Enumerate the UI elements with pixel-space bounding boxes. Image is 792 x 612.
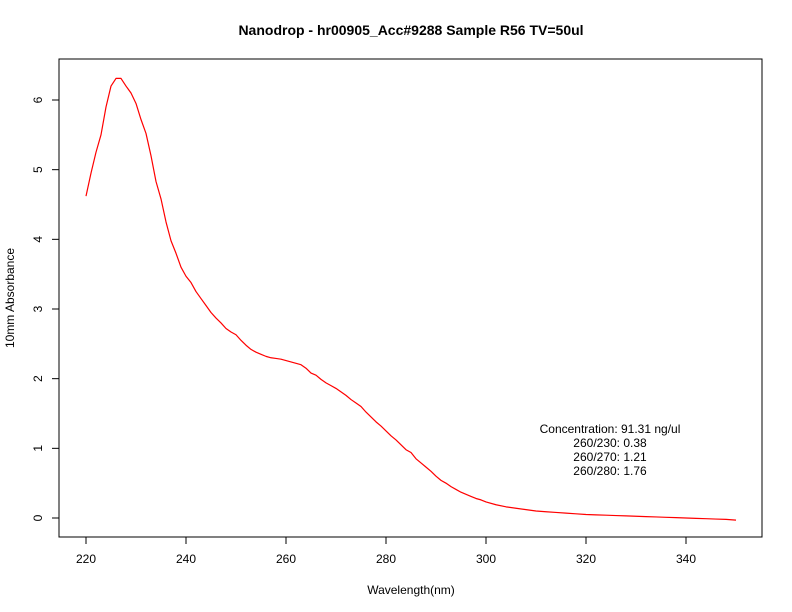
x-tick-label: 260 — [276, 552, 296, 566]
series-group — [85, 77, 737, 521]
y-tick-label: 4 — [31, 236, 45, 243]
y-tick-label: 0 — [31, 514, 45, 521]
y-axis-label: 10mm Absorbance — [3, 248, 17, 348]
y-tick-label: 1 — [31, 445, 45, 452]
x-tick-label: 280 — [376, 552, 396, 566]
annotation-line: Concentration: 91.31 ng/ul — [540, 422, 681, 436]
annotation-line: 260/270: 1.21 — [573, 450, 647, 464]
x-tick-label: 220 — [76, 552, 96, 566]
x-tick-label: 240 — [176, 552, 196, 566]
y-tick-label: 5 — [31, 166, 45, 173]
annotation-line: 260/230: 0.38 — [573, 436, 647, 450]
x-axis-label: Wavelength(nm) — [367, 583, 455, 597]
y-tick-label: 3 — [31, 305, 45, 312]
absorbance-curve — [85, 77, 737, 521]
y-tick-label: 2 — [31, 375, 45, 382]
y-tick-label: 6 — [31, 96, 45, 103]
chart-title: Nanodrop - hr00905_Acc#9288 Sample R56 T… — [238, 22, 583, 38]
x-tick-label: 300 — [476, 552, 496, 566]
x-tick-label: 340 — [676, 552, 696, 566]
annotation-line: 260/280: 1.76 — [573, 464, 647, 478]
y-axis: 0 1 2 3 4 5 6 — [31, 96, 60, 521]
x-tick-label: 320 — [576, 552, 596, 566]
x-axis: 220 240 260 280 300 320 340 — [76, 536, 696, 566]
